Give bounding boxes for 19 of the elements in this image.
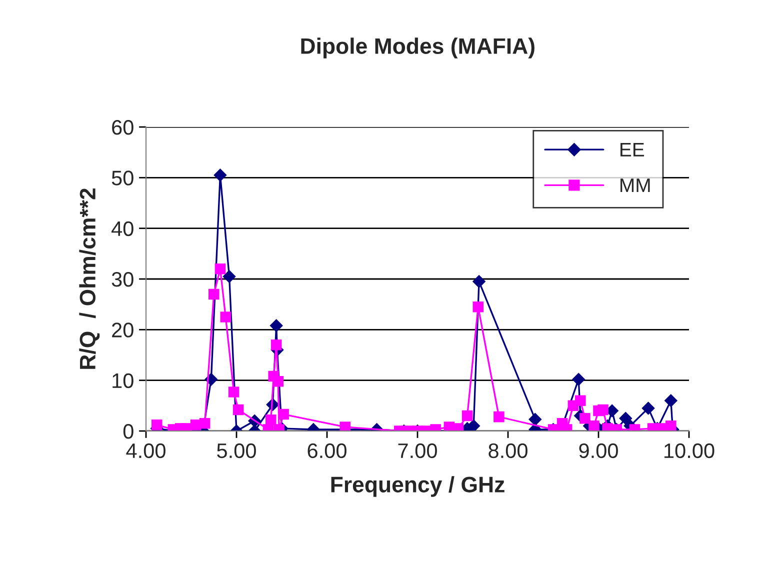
y-tick-label: 10 (112, 373, 134, 388)
y-axis-title: R/Q / Ohm/cm**2 (79, 188, 100, 369)
x-tick-label: 8.00 (488, 443, 528, 458)
x-axis-title: Frequency / GHz (331, 476, 504, 497)
y-tick-label: 60 (112, 120, 134, 135)
x-tick-label: 7.00 (398, 443, 437, 458)
chart-title: Dipole Modes (MAFIA) (301, 38, 534, 58)
y-tick-label: 40 (112, 221, 134, 236)
y-tick-label: 50 (112, 170, 134, 186)
legend-label: EE (620, 143, 644, 156)
y-tick-label: 20 (112, 322, 134, 338)
legend-label: MM (620, 178, 650, 192)
x-tick-label: 10.00 (664, 443, 714, 458)
x-tick-label: 5.00 (217, 443, 256, 458)
y-tick-label: 30 (112, 272, 134, 287)
x-tick-label: 9.00 (579, 443, 618, 458)
x-tick-label: 6.00 (308, 443, 346, 458)
y-tick-label: 0 (123, 424, 134, 439)
x-tick-label: 4.00 (126, 443, 166, 458)
